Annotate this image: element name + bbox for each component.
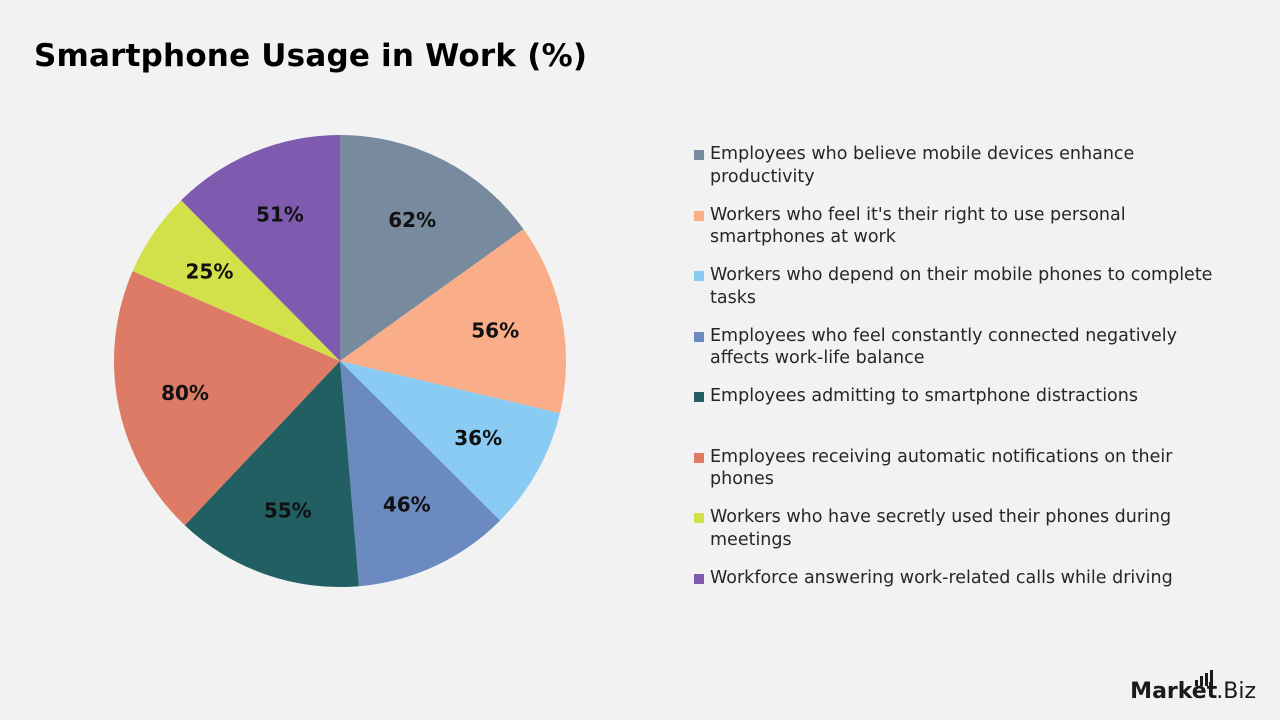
legend-swatch-3 (694, 271, 704, 281)
legend-item-2: Workers who feel it's their right to use… (694, 204, 1234, 249)
legend-swatch-7 (694, 513, 704, 523)
legend-item-3: Workers who depend on their mobile phone… (694, 264, 1234, 309)
pie-chart: 62% 56% 36% 46% 55% 80% 25% 51% (114, 135, 566, 587)
pie-slice-7 (132, 200, 340, 361)
pie-slice-2 (340, 229, 566, 414)
legend-label-1: Employees who believe mobile devices enh… (710, 144, 1135, 187)
brand-bars-icon (1195, 670, 1215, 686)
pie-slice-5 (184, 361, 359, 587)
legend-label-5: Employees admitting to smartphone distra… (710, 386, 1138, 406)
legend-swatch-4 (694, 331, 704, 342)
data-label-6: 80% (161, 381, 209, 405)
legend-label-7: Workers who have secretly used their pho… (710, 507, 1172, 550)
data-label-3: 36% (454, 426, 502, 450)
legend-label-6: Employees receiving automatic notificati… (710, 446, 1173, 490)
legend-label-2: Workers who feel it's their right to use… (710, 204, 1126, 248)
chart-title: Smartphone Usage in Work (%) (34, 38, 588, 74)
legend-item-6: Employees receiving automatic notificati… (694, 446, 1234, 491)
pie-slice-1 (340, 135, 524, 361)
pie-slice-4 (340, 361, 501, 587)
data-label-5: 55% (264, 498, 312, 522)
legend-label-8: Workforce answering work-related calls w… (710, 567, 1173, 588)
pie-slice-3 (340, 361, 560, 521)
legend-swatch-1 (694, 150, 704, 160)
legend-swatch-2 (694, 210, 704, 221)
legend-item-7: Workers who have secretly used their pho… (694, 506, 1234, 551)
pie-slice-6 (114, 271, 340, 526)
legend-item-5: Employees admitting to smartphone distra… (694, 385, 1234, 408)
legend-item-8: Workforce answering work-related calls w… (694, 567, 1234, 590)
data-label-1: 62% (388, 208, 436, 232)
data-label-2: 56% (471, 318, 519, 342)
legend-label-4: Employees who feel constantly connected … (710, 325, 1177, 369)
legend-swatch-5 (694, 392, 704, 402)
data-label-4: 46% (383, 492, 431, 516)
data-label-7: 25% (185, 260, 233, 284)
legend-swatch-8 (694, 573, 704, 584)
legend-label-3: Workers who depend on their mobile phone… (710, 265, 1213, 308)
pie-slice-8 (181, 135, 340, 361)
legend-item-4: Employees who feel constantly connected … (694, 325, 1234, 370)
brand-logo: Market .Biz (1130, 670, 1256, 704)
data-label-8: 51% (256, 203, 304, 227)
legend-item-1: Employees who believe mobile devices enh… (694, 143, 1234, 188)
legend-swatch-6 (694, 452, 704, 463)
brand-name-part2: .Biz (1216, 679, 1256, 704)
